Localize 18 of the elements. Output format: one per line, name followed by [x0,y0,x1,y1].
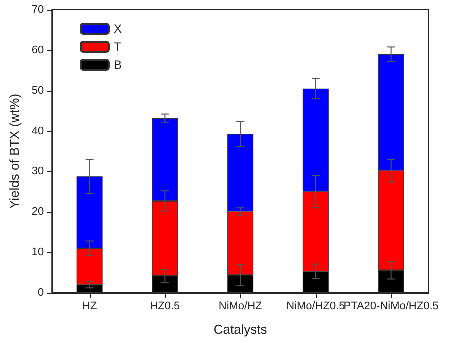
legend-label: T [114,40,122,54]
y-tick-label: 50 [32,84,44,97]
y-tick-label: 60 [32,44,44,56]
x-tick-label: NiMo/HZ0.5 [286,300,346,312]
x-tick-label: NiMo/HZ [218,300,263,312]
y-axis-title: Yields of BTX (wt%) [7,94,22,210]
x-axis-title: Catalysts [214,322,268,337]
y-tick-label: 0 [38,287,44,299]
y-tick-label: 20 [32,206,44,218]
x-tick-label: HZ0.5 [150,300,180,312]
x-tick-label: HZ [82,300,98,312]
y-tick-label: 10 [32,246,44,259]
legend-label: B [114,58,122,72]
y-tick-label: 30 [32,166,44,178]
y-tick-label: 70 [32,4,44,16]
y-tick-label: 40 [32,125,44,138]
x-tick-label: PTA20-NiMo/HZ0.5 [344,300,439,312]
legend-label: X [114,22,122,36]
